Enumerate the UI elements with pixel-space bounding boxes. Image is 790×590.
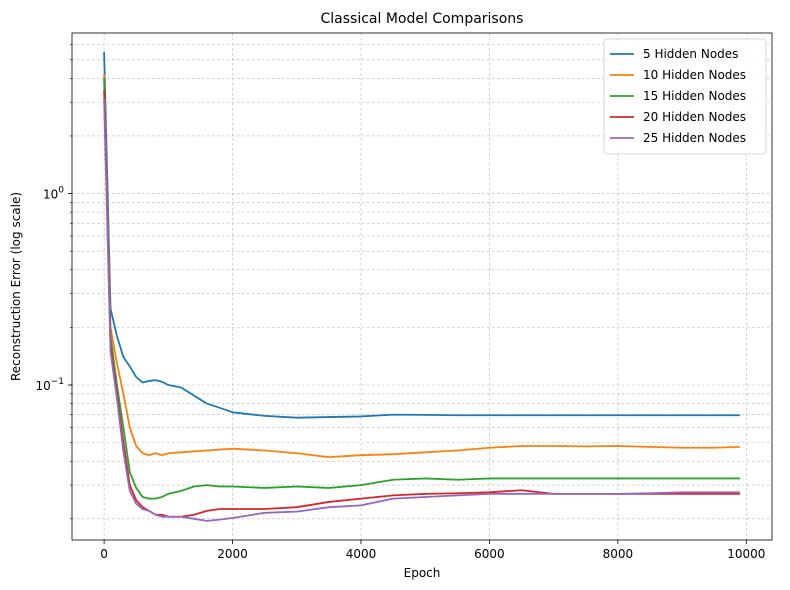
legend-label: 10 Hidden Nodes (643, 68, 746, 82)
grid-lines (72, 33, 772, 540)
series-line-3 (103, 78, 740, 500)
legend: 5 Hidden Nodes 10 Hidden Nodes 15 Hidden N… (603, 38, 767, 155)
series-layer (103, 51, 740, 522)
x-tick-label: 6000 (474, 547, 505, 561)
legend-label: 5 Hidden Nodes (643, 47, 738, 61)
legend-box (603, 38, 767, 155)
x-tick-label: 2000 (217, 547, 248, 561)
y-tick-label: 10−1 (35, 377, 64, 393)
x-axis-title: Epoch (404, 566, 441, 580)
x-tick-label: 4000 (346, 547, 377, 561)
series-line-5 (103, 99, 740, 522)
legend-label: 15 Hidden Nodes (643, 89, 746, 103)
y-axis-title: Reconstruction Error (log scale) (9, 192, 23, 381)
chart-title: Classical Model Comparisons (321, 11, 524, 27)
x-tick-label: 10000 (727, 547, 765, 561)
y-tick-label: 100 (43, 186, 64, 202)
x-tick-label: 0 (100, 547, 108, 561)
x-tick-label: 8000 (603, 547, 634, 561)
series-line-2 (103, 74, 740, 459)
plot-frame (71, 32, 773, 541)
legend-label: 25 Hidden Nodes (643, 131, 746, 145)
y-axis: 10−1 100 (35, 44, 72, 520)
series-line-1 (103, 51, 740, 419)
legend-label: 20 Hidden Nodes (643, 110, 746, 124)
x-axis: 0 2000 4000 6000 8000 10000 (100, 540, 765, 561)
